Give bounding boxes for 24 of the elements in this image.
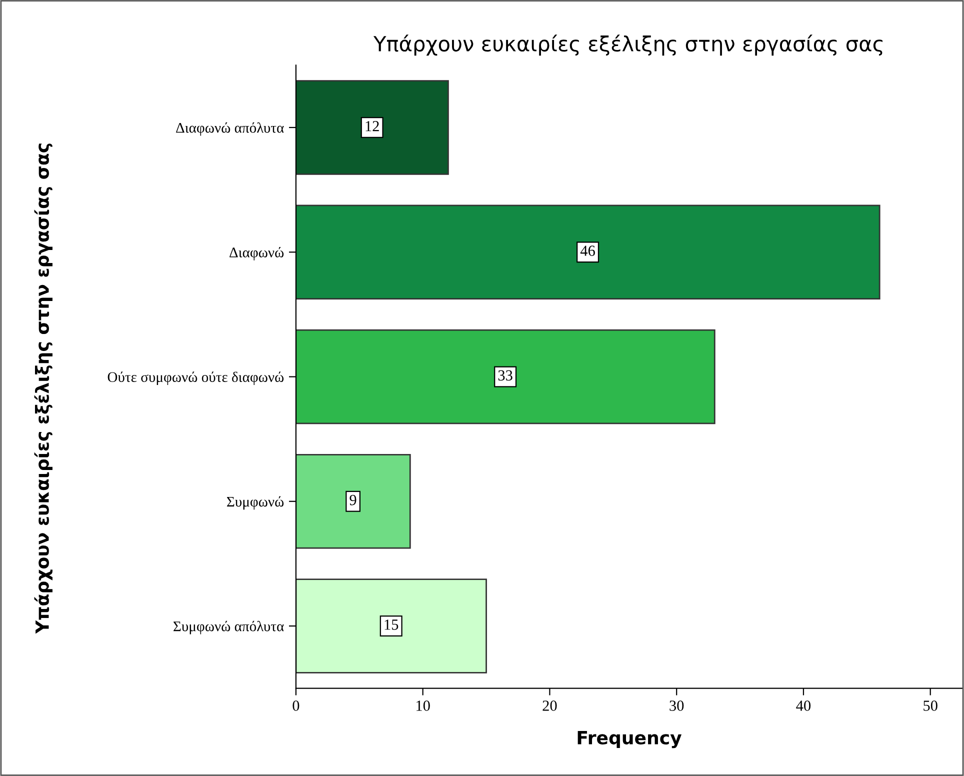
x-tick-label: 0 <box>292 700 300 711</box>
bar <box>296 578 487 674</box>
x-tick-label: 30 <box>670 700 684 711</box>
x-tick-label: 20 <box>542 700 557 711</box>
y-tick-label: Διαφωνώ απόλυτα <box>176 122 284 136</box>
data-label: 15 <box>384 620 398 630</box>
bar <box>296 204 880 300</box>
data-label: 12 <box>366 121 379 132</box>
bar <box>296 80 449 175</box>
data-label: 46 <box>580 246 595 256</box>
x-tick-label: 10 <box>416 700 430 711</box>
x-tick-label: 50 <box>924 700 938 711</box>
y-tick-label: Συμφωνώ <box>226 496 284 510</box>
bar <box>296 329 716 424</box>
y-tick-label: Συμφωνώ απόλυτα <box>173 620 284 634</box>
bar <box>296 454 411 549</box>
data-label: 9 <box>350 494 356 506</box>
y-axis-title: Υπάρχουν ευκαιρίες εξέλιξης στην εργασίας σας <box>34 144 52 634</box>
data-label: 33 <box>498 370 512 381</box>
y-tick-label: Ούτε συμφωνώ ούτε διαφωνώ <box>108 372 284 386</box>
chart-title: Υπάρχουν ευκαιρίες εξέλιξης στην εργασίας σας <box>373 34 882 56</box>
y-tick-label: Διαφωνώ <box>230 246 284 260</box>
x-axis-title: Frequency <box>578 731 682 748</box>
x-tick-label: 40 <box>796 700 811 711</box>
